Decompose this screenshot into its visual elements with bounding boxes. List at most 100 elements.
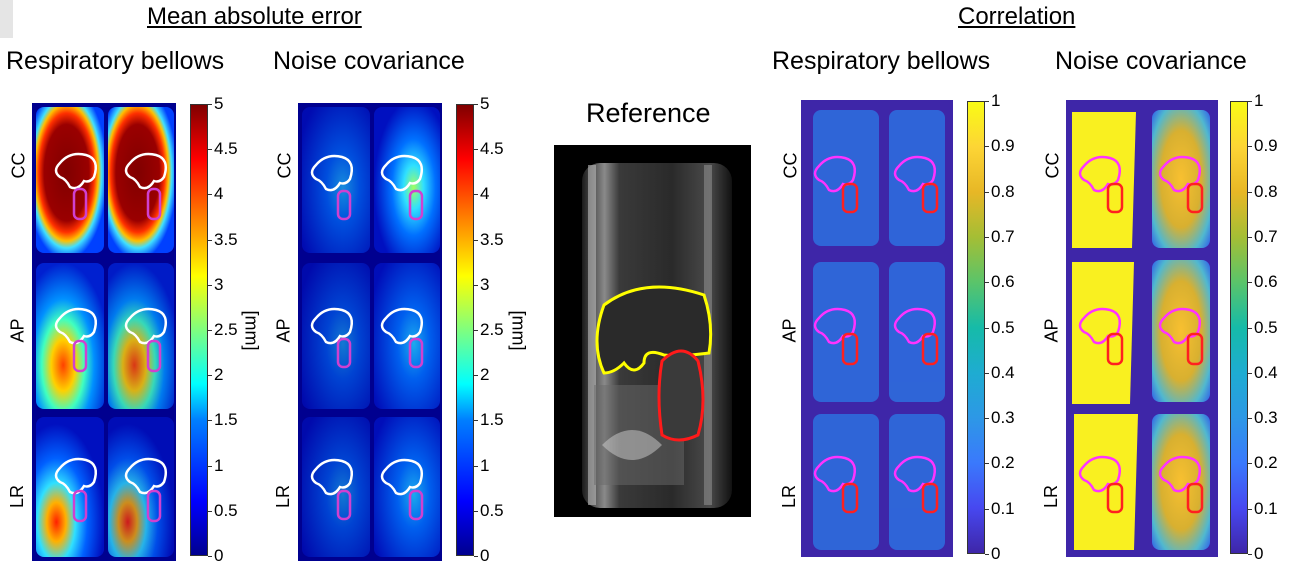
colorbar-tick-label: 2 [480, 365, 490, 385]
colorbar-tick-mark [474, 239, 478, 241]
colorbar-tick-mark [1248, 282, 1252, 284]
colorbar-tick-label: 0.6 [991, 272, 1015, 292]
colorbar-tick-mark [474, 149, 478, 151]
colorbar-tick-mark [474, 104, 478, 105]
colorbar-tick-label: 3 [480, 274, 490, 294]
colorbar-tick-mark [474, 284, 478, 286]
colorbar-tick-mark [474, 375, 478, 377]
colorbar-tick-mark [474, 465, 478, 467]
colorbar-tick-mark [208, 149, 212, 151]
colorbar-tick-mark [985, 146, 989, 148]
colorbar-tick-label: 0.4 [991, 362, 1015, 382]
colorbar-tick-mark [985, 101, 989, 102]
colorbar-tick-label: 0.8 [991, 181, 1015, 201]
row-label-lr: LR [7, 484, 28, 509]
colorbar-tick-mark [985, 418, 989, 420]
colorbar-tick-mark [208, 104, 212, 105]
colorbar-tick-mark [985, 463, 989, 465]
colorbar-tick-label: 3.5 [214, 229, 238, 249]
mae-unit-label-2: [mm] [508, 310, 529, 351]
colorbar-tick-mark [1248, 146, 1252, 148]
corr-colorbar-1 [967, 101, 985, 554]
row-label-ap: AP [273, 318, 294, 343]
colorbar-tick-mark [474, 510, 478, 512]
corr-respiratory-maps [801, 100, 953, 557]
colorbar-tick-label: 0.5 [1254, 317, 1278, 337]
colorbar-tick-label: 1.5 [480, 410, 504, 430]
row-label-cc: CC [1042, 152, 1063, 179]
mae-noise-maps [298, 103, 442, 561]
colorbar-tick-label: 1 [480, 455, 490, 475]
colorbar-tick-label: 1 [214, 455, 224, 475]
colorbar-tick-label: 0.3 [991, 408, 1015, 428]
row-label-ap: AP [1041, 318, 1062, 343]
colorbar-tick-mark [985, 554, 989, 555]
corr-noise-title: Noise covariance [1055, 47, 1247, 75]
row-label-lr: LR [779, 484, 800, 509]
colorbar-tick-mark [1248, 372, 1252, 374]
colorbar-tick-mark [1248, 554, 1252, 555]
colorbar-tick-label: 0.4 [1254, 362, 1278, 382]
colorbar-tick-label: 4.5 [214, 139, 238, 159]
colorbar-tick-mark [1248, 236, 1252, 238]
colorbar-tick-label: 0 [991, 544, 1001, 563]
correlation-header: Correlation [958, 3, 1076, 30]
colorbar-tick-label: 0.2 [991, 453, 1015, 473]
colorbar-tick-label: 2.5 [214, 320, 238, 339]
reference-title: Reference [586, 98, 711, 128]
colorbar-tick-label: 0.3 [1254, 408, 1278, 428]
colorbar-tick-mark [208, 330, 212, 331]
row-label-ap: AP [7, 318, 28, 343]
colorbar-tick-label: 0.5 [991, 317, 1015, 337]
mae-respiratory-maps [32, 103, 176, 561]
colorbar-tick-label: 4.5 [480, 139, 504, 159]
colorbar-tick-mark [1248, 327, 1252, 329]
colorbar-tick-label: 2 [214, 365, 224, 385]
row-label-ap: AP [779, 318, 800, 343]
colorbar-tick-label: 0 [214, 546, 224, 565]
colorbar-tick-label: 0.7 [991, 226, 1015, 246]
colorbar-tick-mark [1248, 101, 1252, 102]
mae-header: Mean absolute error [147, 3, 362, 30]
colorbar-tick-mark [985, 372, 989, 374]
colorbar-tick-mark [985, 508, 989, 510]
mae-colorbar-2 [456, 104, 474, 556]
colorbar-tick-mark [208, 556, 212, 557]
mae-colorbar-1 [190, 104, 208, 556]
colorbar-tick-mark [208, 510, 212, 512]
colorbar-tick-label: 0.7 [1254, 226, 1278, 246]
colorbar-tick-mark [985, 191, 989, 193]
colorbar-tick-mark [985, 282, 989, 284]
colorbar-tick-label: 0.9 [1254, 136, 1278, 156]
window-edge [0, 0, 13, 38]
colorbar-tick-label: 0.1 [991, 498, 1015, 518]
row-label-cc: CC [274, 152, 295, 179]
colorbar-tick-mark [1248, 508, 1252, 510]
colorbar-tick-mark [474, 194, 478, 196]
mae-noise-title: Noise covariance [273, 47, 465, 75]
reference-image [554, 145, 751, 517]
colorbar-tick-label: 0 [480, 546, 490, 565]
colorbar-tick-label: 5 [214, 94, 224, 113]
colorbar-tick-mark [208, 239, 212, 241]
colorbar-tick-label: 3 [214, 274, 224, 294]
mae-respiratory-title: Respiratory bellows [6, 47, 225, 75]
colorbar-tick-label: 0.1 [1254, 498, 1278, 518]
row-label-cc: CC [8, 152, 29, 179]
colorbar-tick-label: 0.5 [480, 500, 504, 520]
colorbar-tick-mark [208, 284, 212, 286]
colorbar-tick-mark [208, 420, 212, 422]
colorbar-tick-label: 0 [1254, 544, 1264, 563]
row-label-cc: CC [780, 152, 801, 179]
mae-unit-label-1: [mm] [241, 310, 262, 351]
colorbar-tick-label: 0.8 [1254, 181, 1278, 201]
colorbar-tick-label: 0.6 [1254, 272, 1278, 292]
colorbar-tick-label: 1.5 [214, 410, 238, 430]
corr-respiratory-title: Respiratory bellows [772, 47, 991, 75]
colorbar-tick-label: 1 [991, 91, 1001, 110]
colorbar-tick-label: 3.5 [480, 229, 504, 249]
colorbar-tick-label: 0.2 [1254, 453, 1278, 473]
colorbar-tick-mark [985, 236, 989, 238]
colorbar-tick-mark [208, 375, 212, 377]
row-label-lr: LR [273, 484, 294, 509]
